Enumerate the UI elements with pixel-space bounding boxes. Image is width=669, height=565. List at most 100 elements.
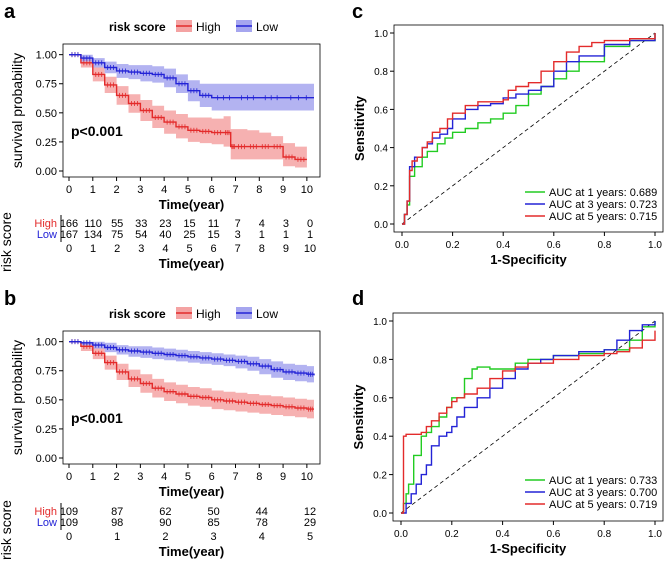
y-tick-label: 0.0 [374, 220, 388, 231]
risk-count: 12 [304, 506, 316, 518]
risk-count: 4 [259, 218, 265, 230]
roc-curve-green [402, 33, 656, 225]
panel-label-d: d [352, 288, 364, 310]
x-tick-label: 0.0 [395, 240, 409, 251]
risk-count: 11 [208, 218, 219, 230]
y-tick-label: 1.00 [36, 50, 57, 62]
risk-count: 40 [159, 229, 171, 241]
risk-count: 15 [183, 218, 195, 230]
x-tick-label: 7 [232, 471, 238, 483]
x-tick-label: 9 [280, 471, 286, 483]
legend-label-low: Low [256, 20, 278, 34]
x-tick-label: 0.4 [496, 529, 510, 540]
x-tick-label: 2 [114, 184, 120, 196]
risk-count: 1 [259, 229, 265, 241]
risk-count: 62 [159, 506, 171, 518]
y-axis-title: survival probability [9, 53, 25, 168]
risk-time-label: 1 [114, 531, 120, 543]
legend-label: AUC at 1 years: 0.689 [549, 187, 657, 199]
risk-row-label-high: High [34, 218, 57, 230]
y-tick-label: 0.8 [373, 355, 387, 366]
legend-label-high: High [196, 307, 221, 321]
x-tick-label: 0.8 [597, 529, 611, 540]
legend-title: risk score [109, 20, 166, 34]
legend-label: AUC at 5 years: 0.719 [549, 499, 657, 511]
y-tick-label: 0.4 [374, 144, 388, 155]
risk-time-label: 2 [114, 243, 120, 255]
roc-curve-red [401, 330, 656, 514]
risk-time-label: 9 [283, 243, 289, 255]
risk-table-x-title: Time(year) [159, 256, 225, 271]
risk-time-label: 0 [66, 243, 72, 255]
x-tick-label: 0 [66, 471, 72, 483]
x-tick-label: 0.0 [394, 529, 408, 540]
risk-time-label: 6 [211, 243, 217, 255]
risk-count: 23 [159, 218, 171, 230]
x-axis-title: Time(year) [159, 197, 225, 212]
risk-count: 78 [256, 517, 268, 529]
risk-count: 98 [111, 517, 123, 529]
y-tick-label: 0.6 [373, 394, 387, 405]
x-tick-label: 1.0 [648, 529, 662, 540]
roc-curve-green [401, 321, 656, 514]
y-axis-title: Sensitivity [352, 95, 367, 161]
risk-time-label: 5 [307, 531, 313, 543]
roc-curve-red [402, 33, 656, 225]
risk-count: 50 [207, 506, 219, 518]
y-axis-title: survival probability [9, 340, 25, 455]
y-tick-label: 0.75 [36, 366, 57, 378]
risk-count: 15 [207, 229, 219, 241]
y-tick-label: 0.8 [374, 67, 388, 78]
risk-time-label: 7 [235, 243, 241, 255]
risk-count: 109 [60, 517, 78, 529]
x-axis-title: 1-Specificity [490, 252, 567, 267]
y-axis-title: Sensitivity [351, 384, 366, 450]
plot-frame [62, 330, 321, 465]
risk-time-label: 3 [211, 531, 217, 543]
legend-label: AUC at 3 years: 0.723 [549, 199, 657, 211]
risk-time-label: 4 [162, 243, 168, 255]
risk-count: 85 [207, 517, 219, 529]
plot-frame [62, 43, 321, 178]
legend-title: risk score [109, 307, 166, 321]
ci-band-low [69, 341, 314, 384]
y-tick-label: 1.00 [36, 337, 57, 349]
x-tick-label: 3 [137, 471, 143, 483]
risk-count: 7 [235, 218, 241, 230]
y-tick-label: 0.25 [36, 137, 57, 149]
risk-time-label: 2 [162, 531, 168, 543]
risk-count: 75 [111, 229, 123, 241]
x-tick-label: 6 [209, 471, 215, 483]
plot-frame [393, 24, 664, 233]
risk-time-label: 5 [186, 243, 192, 255]
panel-label-a: a [4, 1, 16, 23]
x-tick-label: 9 [280, 184, 286, 196]
risk-count: 110 [84, 218, 102, 230]
y-tick-label: 0.6 [374, 105, 388, 116]
risk-count: 3 [283, 218, 289, 230]
y-tick-label: 0.2 [373, 471, 387, 482]
risk-count: 29 [304, 517, 316, 529]
x-tick-label: 0.4 [496, 240, 510, 251]
x-tick-label: 10 [301, 184, 313, 196]
legend-label-low: Low [256, 307, 278, 321]
risk-table-y-title: risk score [0, 500, 14, 560]
x-tick-label: 8 [256, 184, 262, 196]
risk-table-y-title: risk score [0, 212, 14, 272]
risk-count: 1 [307, 229, 313, 241]
risk-time-label: 1 [90, 243, 96, 255]
survival-curve-low [69, 341, 315, 376]
legend-label: AUC at 5 years: 0.715 [549, 211, 657, 223]
ci-band-high [69, 54, 307, 168]
panel-label-c: c [352, 1, 363, 23]
x-tick-label: 1 [90, 184, 96, 196]
p-value: p<0.001 [71, 123, 123, 139]
risk-count: 167 [60, 229, 78, 241]
y-tick-label: 1.0 [373, 317, 387, 328]
x-tick-label: 2 [114, 471, 120, 483]
risk-count: 134 [84, 229, 102, 241]
risk-count: 54 [135, 229, 147, 241]
risk-row-label-low: Low [37, 229, 57, 241]
x-tick-label: 1.0 [648, 240, 662, 251]
